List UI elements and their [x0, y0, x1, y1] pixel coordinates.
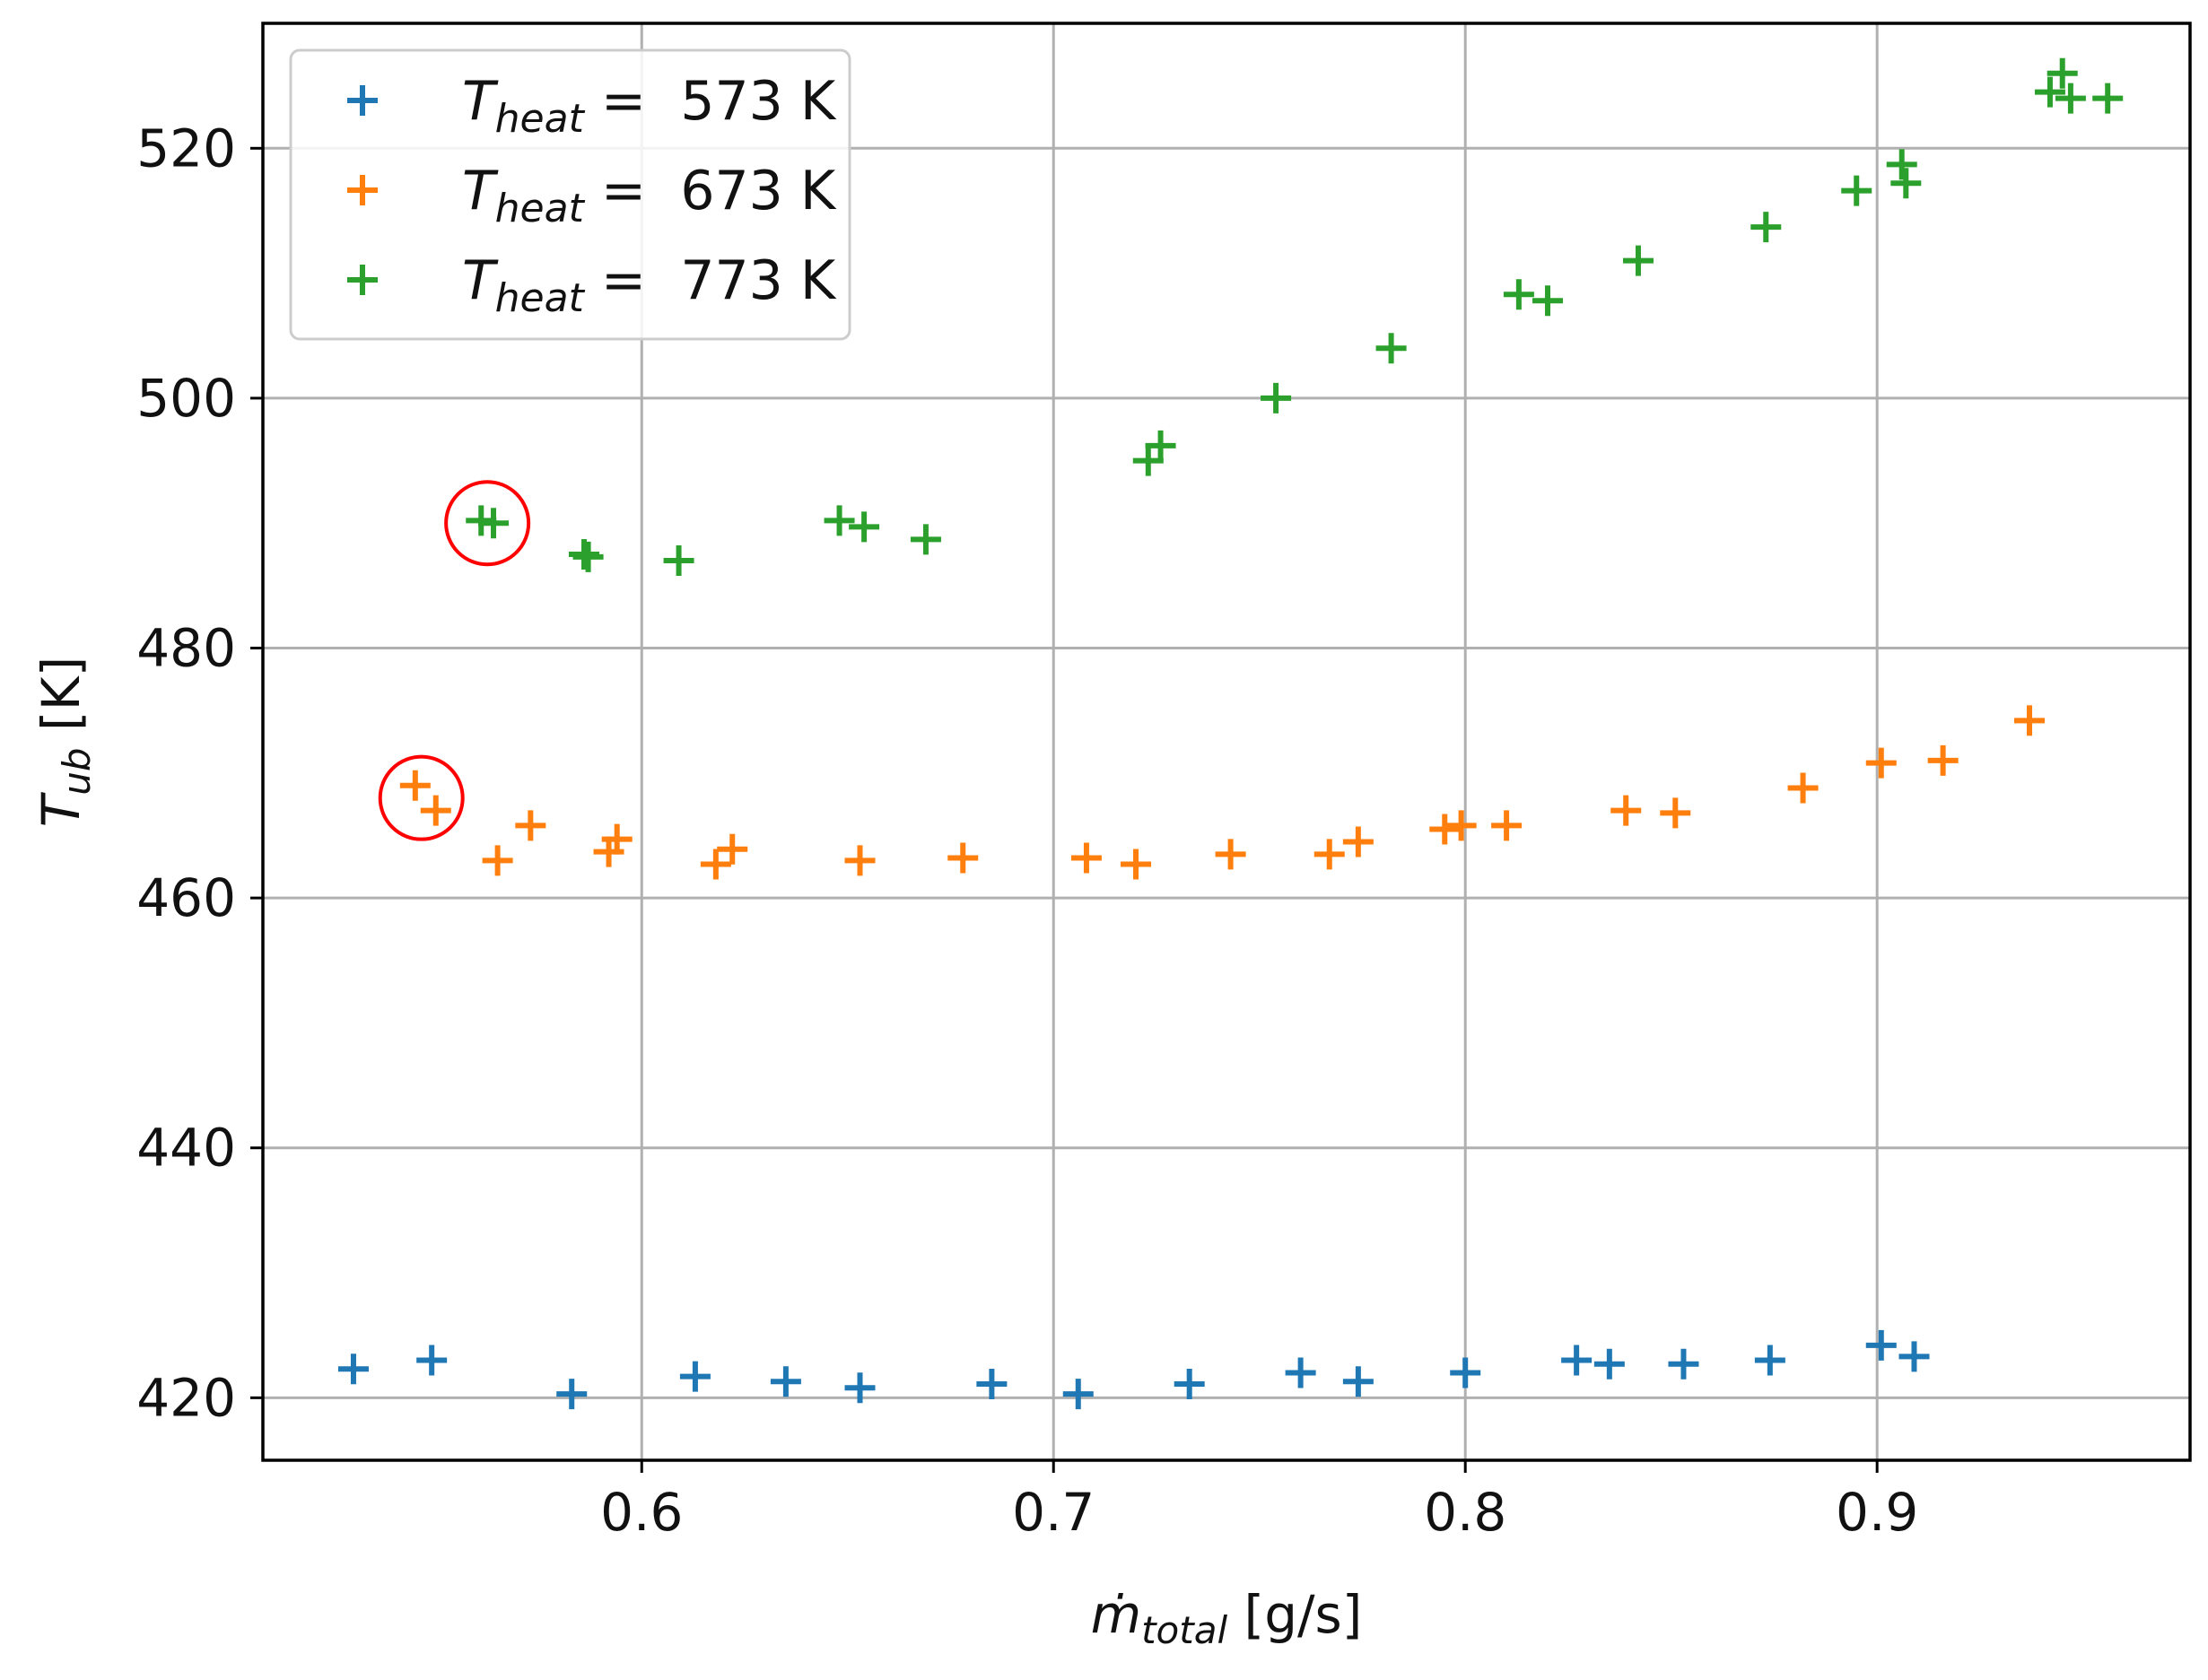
- data-point: [1890, 168, 1922, 199]
- data-point: [1285, 1357, 1316, 1388]
- data-point: [1593, 1348, 1625, 1380]
- data-point: [1532, 285, 1563, 317]
- data-point: [1450, 1357, 1481, 1388]
- data-point: [478, 508, 510, 539]
- legend-box: [289, 48, 851, 341]
- data-point: [947, 842, 979, 874]
- data-point: [1313, 839, 1345, 870]
- legend-label: Theat = 673 K: [462, 160, 837, 231]
- y-tick-label: 520: [136, 118, 236, 178]
- y-tick-label: 480: [136, 618, 236, 679]
- data-point: [1174, 1369, 1205, 1400]
- data-point: [1865, 1329, 1897, 1361]
- data-point: [1561, 1345, 1593, 1376]
- series-573-k: [337, 1329, 1930, 1410]
- data-point: [2014, 705, 2045, 736]
- data-point: [2055, 83, 2086, 114]
- data-point: [1886, 149, 1917, 180]
- data-point: [1342, 826, 1374, 857]
- data-point: [1121, 849, 1152, 880]
- data-point: [416, 1345, 448, 1376]
- x-axis-ticks: 0.6 0.7 0.8 0.9: [600, 1460, 1918, 1543]
- data-point: [1927, 744, 1959, 776]
- legend: Theat = 573 K Theat = 673 K Theat = 773 K: [289, 48, 851, 341]
- data-point: [1841, 175, 1872, 206]
- series-673-k: [399, 705, 2045, 880]
- data-point: [337, 1354, 369, 1385]
- data-point: [2034, 76, 2065, 108]
- data-point: [2047, 57, 2078, 89]
- data-point: [717, 833, 748, 865]
- data-point: [976, 1369, 1008, 1400]
- data-point: [420, 795, 451, 826]
- legend-marker: [347, 85, 378, 116]
- data-point: [399, 770, 431, 801]
- y-axis-title: Tub [K]: [31, 657, 99, 827]
- data-point: [1865, 747, 1897, 779]
- legend-marker: [347, 265, 378, 295]
- data-point: [601, 823, 633, 855]
- data-point: [572, 541, 604, 572]
- legend-label: Theat = 773 K: [462, 249, 837, 321]
- data-point: [1070, 842, 1102, 874]
- x-tick-label: 0.6: [600, 1482, 683, 1543]
- data-point: [910, 524, 941, 555]
- data-point: [556, 1379, 588, 1410]
- data-point: [1898, 1341, 1930, 1372]
- series-773-k: [466, 57, 2124, 577]
- data-point: [1429, 814, 1461, 845]
- data-point: [482, 845, 513, 876]
- data-point: [844, 845, 876, 876]
- data-point: [1668, 1348, 1699, 1380]
- data-point: [1491, 810, 1523, 841]
- data-point: [700, 849, 731, 880]
- data-point: [1750, 212, 1782, 243]
- data-point: [1342, 1366, 1374, 1397]
- data-point: [515, 810, 546, 841]
- data-point: [770, 1366, 801, 1397]
- y-tick-label: 440: [136, 1118, 236, 1179]
- data-point: [1503, 279, 1534, 310]
- legend-marker: [347, 175, 378, 205]
- legend-label: Theat = 573 K: [462, 70, 837, 142]
- y-tick-label: 460: [136, 867, 236, 928]
- x-axis-title: ṁtotal [g/s]: [1091, 1584, 1363, 1652]
- data-point: [1375, 333, 1407, 364]
- data-point: [1660, 797, 1691, 829]
- x-tick-label: 0.8: [1424, 1482, 1506, 1543]
- data-point: [1445, 810, 1477, 841]
- axes-frame: [261, 22, 2192, 1462]
- data-point: [824, 505, 855, 536]
- y-tick-label: 420: [136, 1367, 236, 1428]
- y-axis-ticks: 420 440 460 480 500 520: [136, 118, 263, 1428]
- data-point: [679, 1361, 711, 1392]
- data-point: [844, 1372, 876, 1404]
- data-point: [1145, 430, 1176, 461]
- data-point: [849, 511, 880, 543]
- x-tick-label: 0.9: [1836, 1482, 1918, 1543]
- data-point: [663, 545, 694, 577]
- data-point: [1787, 772, 1819, 804]
- data-point: [1754, 1345, 1785, 1376]
- data-point: [1215, 839, 1246, 870]
- data-point: [1062, 1379, 1094, 1410]
- highlight-circle: [444, 480, 531, 567]
- highlight-circle: [378, 754, 465, 841]
- data-point: [1261, 382, 1292, 413]
- grid: [263, 23, 2190, 1460]
- data-point: [1610, 795, 1642, 826]
- y-tick-label: 500: [136, 368, 236, 429]
- x-tick-label: 0.7: [1012, 1482, 1095, 1543]
- data-point: [1622, 245, 1654, 276]
- data-point: [2092, 83, 2124, 114]
